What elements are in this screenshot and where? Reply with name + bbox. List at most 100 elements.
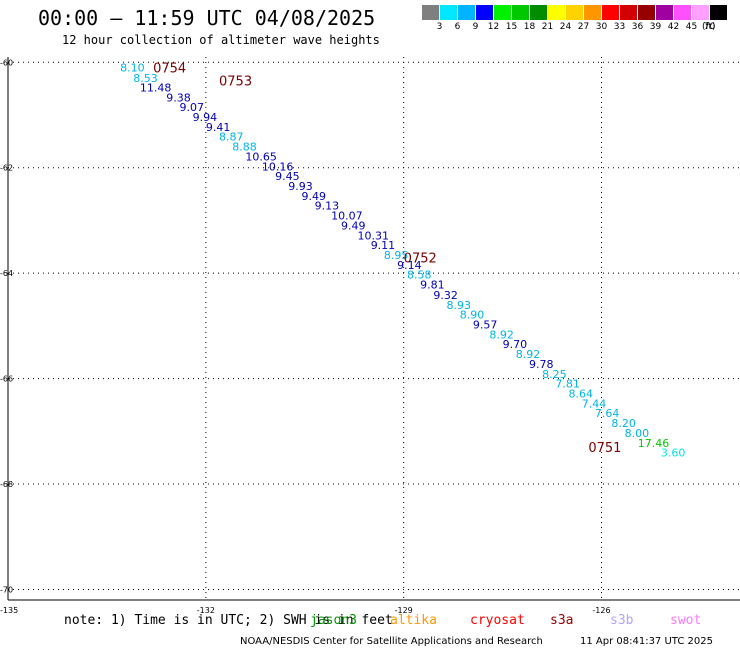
track-time-label: 0753 bbox=[219, 75, 252, 90]
legend-label: 36 bbox=[631, 22, 644, 32]
track-time-label: 0751 bbox=[588, 441, 621, 456]
satellite-label-s3a: s3a bbox=[550, 613, 574, 628]
swh-value-label: 11.48 bbox=[140, 82, 172, 95]
swh-value-label: 9.38 bbox=[166, 92, 191, 105]
legend-swatch bbox=[710, 5, 727, 20]
y-tick-label: -62 bbox=[0, 164, 13, 173]
legend-swatch bbox=[692, 5, 709, 20]
legend-label: 24 bbox=[559, 22, 572, 32]
legend-swatch bbox=[620, 5, 637, 20]
swh-value-label: 8.25 bbox=[542, 368, 567, 381]
swh-value-label: 9.70 bbox=[503, 338, 528, 351]
x-tick-label: -135 bbox=[0, 606, 18, 615]
swh-value-label: 7.64 bbox=[595, 407, 620, 420]
swh-value-label: 9.93 bbox=[288, 180, 313, 193]
swh-value-label: 9.13 bbox=[315, 200, 340, 213]
legend-label: 18 bbox=[523, 22, 536, 32]
swh-value-label: 8.10 bbox=[120, 62, 145, 75]
y-tick-label: -70 bbox=[0, 585, 13, 594]
swh-value-label: 9.57 bbox=[473, 318, 498, 331]
y-tick-label: -66 bbox=[0, 375, 13, 384]
legend-swatch bbox=[656, 5, 673, 20]
swh-value-label: 17.46 bbox=[638, 437, 670, 450]
swh-value-label: 9.32 bbox=[433, 289, 458, 302]
legend-label: 42 bbox=[667, 22, 680, 32]
legend-swatch bbox=[476, 5, 493, 20]
chart-subtitle: 12 hour collection of altimeter wave hei… bbox=[62, 33, 380, 47]
footer-row: note: 1) Time is in UTC; 2) SWH is in fe… bbox=[0, 613, 740, 631]
swh-value-label: 8.92 bbox=[516, 348, 541, 361]
swh-value-label: 8.58 bbox=[407, 269, 432, 282]
legend-swatch bbox=[548, 5, 565, 20]
swh-value-label: 8.87 bbox=[219, 131, 244, 144]
swh-value-label: 8.92 bbox=[489, 328, 514, 341]
track-time-label: 0754 bbox=[153, 62, 186, 77]
swh-value-label: 9.45 bbox=[275, 170, 300, 183]
legend-swatch bbox=[674, 5, 691, 20]
legend-label: 39 bbox=[649, 22, 662, 32]
swh-value-label: 9.07 bbox=[179, 101, 204, 114]
satellite-label-cryosat: cryosat bbox=[470, 613, 525, 628]
swh-value-label: 8.95 bbox=[384, 249, 409, 262]
satellite-label-swot: swot bbox=[670, 613, 702, 628]
footer-credit: NOAA/NESDIS Center for Satellite Applica… bbox=[240, 636, 543, 647]
satellite-label-s3b: s3b bbox=[610, 613, 634, 628]
x-tick-label: -126 bbox=[592, 606, 610, 615]
legend-swatch bbox=[530, 5, 547, 20]
swh-value-label: 9.14 bbox=[397, 259, 422, 272]
y-tick-label: -60 bbox=[0, 58, 13, 67]
footer-note: note: 1) Time is in UTC; 2) SWH is in fe… bbox=[64, 613, 393, 628]
x-tick-label: -132 bbox=[197, 606, 215, 615]
swh-value-label: 8.93 bbox=[447, 299, 472, 312]
swh-value-label: 9.81 bbox=[420, 279, 445, 292]
legend-swatch bbox=[494, 5, 511, 20]
swh-value-label: 9.41 bbox=[206, 121, 231, 134]
track-time-label: 0752 bbox=[404, 251, 437, 266]
legend-swatch bbox=[458, 5, 475, 20]
footer-timestamp: 11 Apr 08:41:37 UTC 2025 bbox=[580, 636, 713, 647]
swh-value-label: 10.65 bbox=[245, 151, 276, 164]
legend-swatch bbox=[584, 5, 601, 20]
swh-value-label: 10.16 bbox=[262, 161, 294, 174]
swh-value-label: 3.60 bbox=[661, 446, 686, 459]
swh-value-label: 8.64 bbox=[569, 387, 594, 400]
y-tick-label: -68 bbox=[0, 480, 13, 489]
legend-label: 70 bbox=[703, 22, 716, 32]
legend-swatch bbox=[422, 5, 439, 20]
swh-value-label: 9.49 bbox=[301, 190, 326, 203]
legend-label: 6 bbox=[454, 22, 461, 32]
swh-value-label: 8.53 bbox=[133, 72, 158, 85]
legend-swatch bbox=[638, 5, 655, 20]
legend-unit: (ft) bbox=[702, 22, 716, 32]
satellite-label-altika: altika bbox=[390, 613, 437, 628]
satellite-label-jason3: jason3 bbox=[310, 613, 357, 628]
legend-label: 33 bbox=[613, 22, 626, 32]
swh-value-label: 8.20 bbox=[611, 417, 636, 430]
legend-swatch bbox=[602, 5, 619, 20]
swh-value-label: 7.81 bbox=[555, 377, 580, 390]
legend-swatch bbox=[512, 5, 529, 20]
swh-value-label: 8.00 bbox=[625, 427, 650, 440]
legend-swatch bbox=[566, 5, 583, 20]
swh-value-label: 10.31 bbox=[358, 230, 390, 243]
legend-label: 9 bbox=[472, 22, 479, 32]
legend-label: 12 bbox=[487, 22, 500, 32]
page-title: 00:00 – 11:59 UTC 04/08/2025 bbox=[38, 6, 376, 30]
swh-value-label: 8.88 bbox=[232, 141, 257, 154]
x-tick-label: -129 bbox=[395, 606, 413, 615]
color-legend: (ft) 3 6 9 12 15 18 21 24 27 30 33 36 39 42 45 70 bbox=[422, 5, 728, 37]
swh-value-label: 9.11 bbox=[371, 239, 396, 252]
legend-label: 21 bbox=[541, 22, 554, 32]
legend-label: 15 bbox=[505, 22, 518, 32]
swh-value-label: 9.78 bbox=[529, 358, 554, 371]
swh-value-label: 8.90 bbox=[460, 308, 485, 321]
y-tick-label: -64 bbox=[0, 269, 13, 278]
swh-value-label: 9.49 bbox=[341, 220, 366, 233]
legend-label: 27 bbox=[577, 22, 590, 32]
swh-value-label: 7.44 bbox=[582, 397, 607, 410]
legend-label: 30 bbox=[595, 22, 608, 32]
swh-value-label: 10.07 bbox=[331, 210, 363, 223]
legend-label: 45 bbox=[685, 22, 698, 32]
legend-swatch bbox=[440, 5, 457, 20]
